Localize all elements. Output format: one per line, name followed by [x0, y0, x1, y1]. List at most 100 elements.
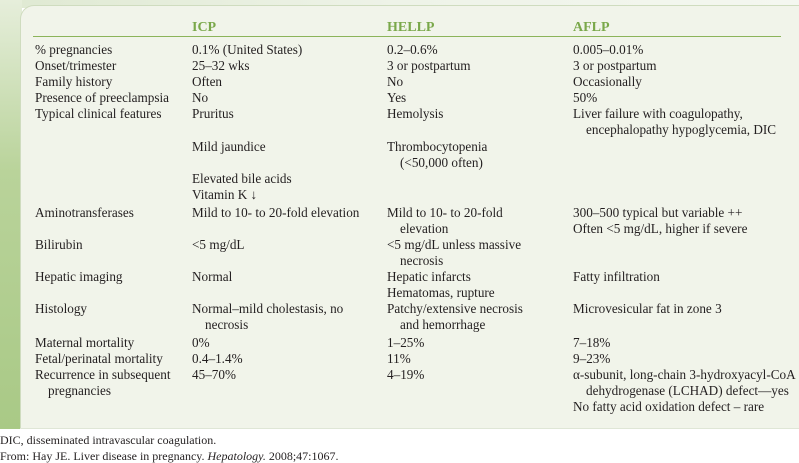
- cell-aflp: Liver failure with coagulopathy, encephal…: [573, 106, 796, 138]
- cell-line: No: [192, 90, 209, 105]
- cell-line: necrosis: [205, 317, 249, 332]
- cell-aflp: 0.005–0.01%: [573, 42, 796, 58]
- row-label: Typical clinical features: [35, 106, 192, 138]
- cell-icp: Pruritus: [192, 106, 387, 138]
- cell-line: 3 or postpartum: [573, 58, 657, 73]
- cell-icp: Normal: [192, 269, 387, 301]
- cell-hellp: Yes: [387, 90, 573, 106]
- source-journal: Hepatology.: [207, 449, 266, 463]
- cell-line: Hepatic infarcts: [387, 269, 471, 284]
- cell-line: Family history: [35, 74, 113, 89]
- cell-line: Aminotransferases: [35, 205, 134, 220]
- cell-line: No fatty acid oxidation defect – rare: [573, 399, 765, 414]
- cell-icp: 0%: [192, 333, 387, 351]
- cell-line: Typical clinical features: [35, 106, 162, 121]
- row-label: Maternal mortality: [35, 333, 192, 351]
- cell-line: elevation: [400, 221, 449, 236]
- row-label: [35, 138, 192, 171]
- row-label: % pregnancies: [35, 42, 192, 58]
- cell-line: 50%: [573, 90, 598, 105]
- cell-icp: Normal–mild cholestasis, no necrosis: [192, 301, 387, 333]
- row-label: Hepatic imaging: [35, 269, 192, 301]
- cell-line: Normal: [192, 269, 233, 284]
- cell-line: 9–23%: [573, 351, 611, 366]
- cell-line: Often <5 mg/dL, higher if severe: [573, 221, 748, 236]
- row-label: Histology: [35, 301, 192, 333]
- cell-icp: 0.4–1.4%: [192, 351, 387, 367]
- cell-line: 1–25%: [387, 335, 425, 350]
- cell-hellp: <5 mg/dL unless massive necrosis: [387, 237, 573, 269]
- cell-hellp: [387, 171, 573, 203]
- cell-line: Normal–mild cholestasis, no: [192, 301, 344, 316]
- row-label: Recurrence in subsequent pregnancies: [35, 367, 192, 415]
- cell-aflp: Microvesicular fat in zone 3: [573, 301, 796, 333]
- cell-line: <5 mg/dL unless massive: [387, 237, 522, 252]
- cell-line: pregnancies: [48, 383, 111, 398]
- cell-line: 3 or postpartum: [387, 58, 471, 73]
- footnote-source: From: Hay JE. Liver disease in pregnancy…: [0, 449, 339, 463]
- table-row: Fetal/perinatal mortality 0.4–1.4% 11% 9–23…: [35, 351, 796, 367]
- cell-icp: Elevated bile acids Vitamin K ↓: [192, 171, 387, 203]
- table-row: Mild jaundice Thrombocytopenia (<50,000 of…: [35, 138, 796, 171]
- table-row: Maternal mortality 0% 1–25% 7–18%: [35, 333, 796, 351]
- cell-line: (<50,000 often): [400, 155, 483, 170]
- row-label: Onset/trimester: [35, 58, 192, 74]
- cell-aflp: [573, 171, 796, 203]
- cell-aflp: α-subunit, long-chain 3-hydroxyacyl-CoA d…: [573, 367, 796, 415]
- column-header-hellp: HELLP: [387, 20, 435, 35]
- cell-icp: Mild jaundice: [192, 138, 387, 171]
- table-row: Typical clinical features Pruritus Hemolys…: [35, 106, 796, 138]
- cell-line: % pregnancies: [35, 42, 113, 57]
- column-header-aflp: AFLP: [573, 20, 610, 35]
- cell-line: Fetal/perinatal mortality: [35, 351, 163, 366]
- cell-icp: 25–32 wks: [192, 58, 387, 74]
- cell-hellp: No: [387, 74, 573, 90]
- table-row: % pregnancies 0.1% (United States) 0.2–0.6…: [35, 42, 796, 58]
- cell-icp: <5 mg/dL: [192, 237, 387, 269]
- cell-line: 0.4–1.4%: [192, 351, 243, 366]
- cell-aflp: 9–23%: [573, 351, 796, 367]
- cell-icp: Often: [192, 74, 387, 90]
- panel-bottom-edge: [20, 428, 799, 429]
- column-header-icp: ICP: [192, 20, 217, 35]
- cell-icp: 0.1% (United States): [192, 42, 387, 58]
- cell-aflp: 3 or postpartum: [573, 58, 796, 74]
- cell-line: α-subunit, long-chain 3-hydroxyacyl-CoA: [573, 367, 796, 382]
- cell-line: encephalopathy hypoglycemia, DIC: [586, 122, 777, 137]
- cell-line: Presence of preeclampsia: [35, 90, 170, 105]
- row-label: Fetal/perinatal mortality: [35, 351, 192, 367]
- cell-aflp: 300–500 typical but variable ++ Often <5 …: [573, 203, 796, 237]
- cell-line: Elevated bile acids: [192, 171, 292, 186]
- cell-line: Microvesicular fat in zone 3: [573, 301, 722, 316]
- cell-line: Vitamin K ↓: [192, 187, 258, 202]
- footnote-abbreviation: DIC, disseminated intravascular coagulat…: [0, 433, 217, 447]
- cell-line: 7–18%: [573, 335, 611, 350]
- cell-line: 300–500 typical but variable ++: [573, 205, 743, 220]
- cell-hellp: Patchy/extensive necrosis and hemorrhage: [387, 301, 573, 333]
- cell-line: <5 mg/dL: [192, 237, 245, 252]
- cell-aflp: Fatty infiltration: [573, 269, 796, 301]
- cell-line: No: [387, 74, 404, 89]
- row-label: Aminotransferases: [35, 203, 192, 237]
- cell-line: 11%: [387, 351, 411, 366]
- cell-line: 0.1% (United States): [192, 42, 303, 57]
- table-row: Aminotransferases Mild to 10- to 20-fold …: [35, 203, 796, 237]
- cell-line: 4–19%: [387, 367, 425, 382]
- cell-line: Liver failure with coagulopathy,: [573, 106, 743, 121]
- cell-hellp: 0.2–0.6%: [387, 42, 573, 58]
- cell-line: 0.2–0.6%: [387, 42, 438, 57]
- cell-icp: Mild to 10- to 20-fold elevation: [192, 203, 387, 237]
- cell-hellp: Hepatic infarcts Hematomas, rupture: [387, 269, 573, 301]
- cell-line: necrosis: [400, 253, 444, 268]
- table-row: Hepatic imaging Normal Hepatic infarcts Hem…: [35, 269, 796, 301]
- left-accent-strip: [0, 0, 22, 429]
- table-row: Presence of preeclampsia No Yes 50%: [35, 90, 796, 106]
- row-label: Family history: [35, 74, 192, 90]
- cell-line: 0%: [192, 335, 210, 350]
- cell-hellp: Mild to 10- to 20-fold elevation: [387, 203, 573, 237]
- source-text: From: Hay JE. Liver disease in pregnancy…: [0, 449, 208, 463]
- cell-icp: No: [192, 90, 387, 106]
- comparison-table: % pregnancies 0.1% (United States) 0.2–0.6…: [35, 42, 796, 415]
- cell-hellp: 3 or postpartum: [387, 58, 573, 74]
- cell-hellp: 4–19%: [387, 367, 573, 415]
